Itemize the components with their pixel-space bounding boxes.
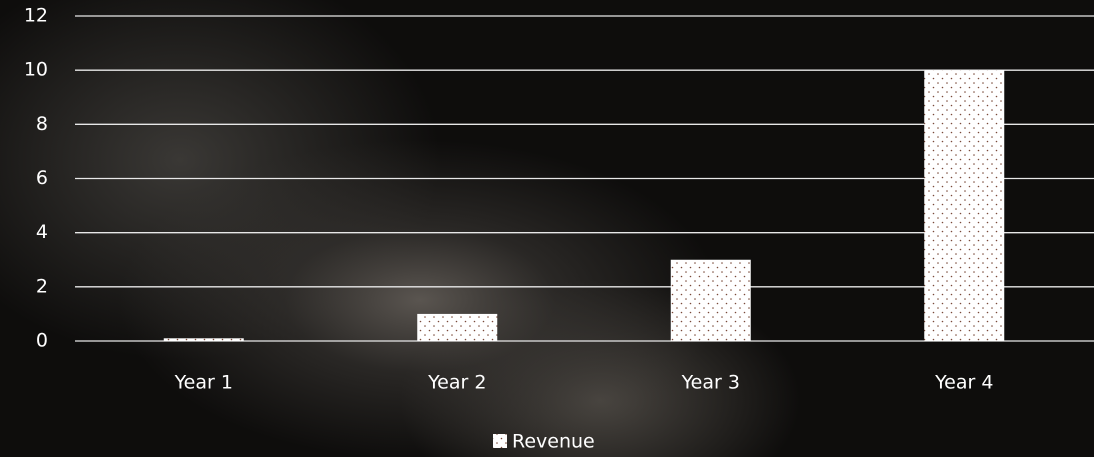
y-tick-label: 6 bbox=[36, 167, 48, 189]
legend-label: Revenue bbox=[512, 431, 595, 453]
y-tick-label: 0 bbox=[36, 330, 48, 352]
y-tick-label: 4 bbox=[36, 221, 48, 243]
x-tick-label: Year 2 bbox=[427, 372, 486, 394]
bar bbox=[163, 338, 244, 341]
x-tick-label: Year 3 bbox=[681, 372, 740, 394]
bar bbox=[924, 70, 1005, 342]
y-tick-label: 8 bbox=[36, 113, 48, 135]
legend-swatch bbox=[493, 434, 507, 448]
x-tick-label: Year 4 bbox=[934, 372, 993, 394]
y-tick-label: 12 bbox=[24, 5, 48, 27]
bar bbox=[670, 259, 751, 341]
x-tick-label: Year 1 bbox=[174, 372, 233, 394]
bar bbox=[417, 313, 498, 341]
y-tick-label: 2 bbox=[36, 275, 48, 297]
y-tick-label: 10 bbox=[24, 59, 48, 81]
